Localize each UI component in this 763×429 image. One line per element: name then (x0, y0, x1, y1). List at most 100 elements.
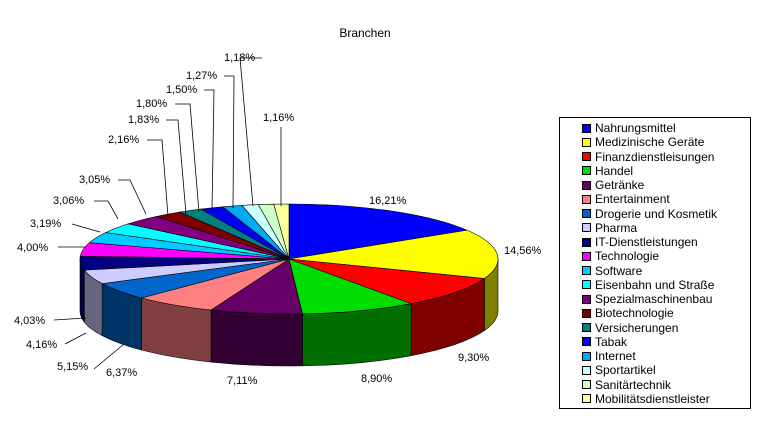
legend-swatch (582, 137, 591, 147)
legend-label: Internet (595, 349, 636, 364)
legend-label: Medizinische Geräte (595, 135, 705, 150)
legend-item: Software (582, 264, 750, 278)
legend-swatch (582, 194, 591, 204)
leader-line-16 (204, 89, 215, 211)
legend-swatch (582, 280, 591, 290)
legend-item: Internet (582, 349, 750, 363)
legend-label: Entertainment (595, 192, 670, 207)
legend-item: Nahrungsmittel (582, 121, 750, 135)
legend-label: Finanzdienstleisungen (595, 149, 715, 164)
legend-swatch (582, 380, 591, 390)
legend-label: Tabak (595, 334, 628, 349)
pie-slice-3 (288, 258, 413, 315)
legend-swatch (582, 237, 591, 247)
legend-swatch (582, 294, 591, 304)
legend-swatch (582, 266, 591, 276)
legend-swatch (582, 323, 591, 333)
slice-value-label-12: 3,05% (79, 174, 110, 186)
leader-line-14 (166, 119, 187, 215)
legend-item: Spezialmaschinenbau (582, 292, 750, 306)
legend-label: Software (595, 263, 643, 278)
pie-slice-2 (288, 258, 486, 304)
legend-item: Pharma (582, 221, 750, 235)
slice-value-label-4: 7,11% (227, 375, 258, 387)
legend-item: Getränke (582, 178, 750, 192)
legend-item: Versicherungen (582, 321, 750, 335)
slice-value-label-15: 1,80% (136, 98, 167, 110)
chart-title: Branchen (339, 26, 391, 40)
legend-swatch (582, 308, 591, 318)
leader-line-6 (93, 343, 125, 370)
legend-label: Eisenbahn und Straße (595, 277, 715, 292)
legend-swatch (582, 337, 591, 347)
legend-label: Biotechnologie (595, 306, 674, 321)
slice-value-label-17: 1,27% (186, 70, 217, 82)
slice-value-label-9: 4,00% (17, 242, 48, 254)
legend-label: Spezialmaschinenbau (595, 292, 713, 307)
legend-label: Handel (595, 163, 634, 178)
leader-line-7 (64, 332, 87, 345)
legend-item: Entertainment (582, 192, 750, 206)
slice-value-label-5: 6,37% (106, 367, 137, 379)
leader-line-8 (53, 317, 87, 321)
legend-item: IT-Dienstleistungen (582, 235, 750, 249)
legend-item: Technologie (582, 249, 750, 263)
slice-value-label-1: 14,56% (504, 245, 542, 257)
legend-item: Tabak (582, 335, 750, 349)
leader-line-13 (147, 139, 169, 217)
slice-value-label-0: 16,21% (369, 195, 407, 207)
legend-item: Sanitärtechnik (582, 378, 750, 392)
pie-slice-1 (288, 229, 499, 279)
legend-swatch (582, 251, 591, 261)
pie-slice-0 (288, 203, 469, 260)
leader-line-11 (94, 200, 119, 220)
slice-value-label-14: 1,83% (128, 114, 159, 126)
legend-swatch (582, 180, 591, 190)
chart-legend: Nahrungsmittel Medizinische Geräte Finanzd… (559, 117, 751, 409)
legend-swatch (582, 365, 591, 375)
legend-label: Pharma (595, 220, 638, 235)
legend-swatch (582, 152, 591, 162)
slice-value-label-2: 9,30% (458, 352, 489, 364)
legend-swatch (582, 223, 591, 233)
leader-line-10 (71, 223, 101, 233)
slice-value-label-11: 3,06% (53, 195, 84, 207)
legend-label: Getränke (595, 178, 645, 193)
slice-value-label-19: 1,16% (263, 112, 294, 124)
legend-swatch (582, 351, 591, 361)
slice-value-label-6: 5,15% (57, 361, 88, 373)
legend-label: Sanitärtechnik (595, 377, 672, 392)
slice-value-label-8: 4,03% (14, 315, 45, 327)
legend-item: Handel (582, 164, 750, 178)
legend-swatch (582, 394, 591, 404)
slice-value-label-18: 1,18% (224, 52, 255, 64)
legend-label: Mobilitätsdienstleister (595, 391, 710, 406)
legend-item: Finanzdienstleisungen (582, 150, 750, 164)
legend-item: Mobilitätsdienstleister (582, 392, 750, 406)
legend-label: Sportartikel (595, 363, 656, 378)
legend-item: Biotechnologie (582, 306, 750, 320)
legend-item: Sportartikel (582, 363, 750, 377)
legend-label: Versicherungen (595, 320, 679, 335)
slice-value-label-3: 8,90% (361, 373, 392, 385)
slice-value-label-7: 4,16% (26, 339, 57, 351)
legend-label: Technologie (595, 249, 660, 264)
slice-value-label-13: 2,16% (108, 134, 139, 146)
legend-swatch (582, 166, 591, 176)
slice-value-label-16: 1,50% (166, 84, 197, 96)
legend-label: Nahrungsmittel (595, 121, 676, 136)
leader-line-17 (224, 75, 235, 209)
leader-line-18 (239, 57, 262, 207)
legend-item: Drogerie und Kosmetik (582, 207, 750, 221)
legend-item: Medizinische Geräte (582, 135, 750, 149)
leader-line-15 (175, 103, 200, 213)
leader-line-12 (118, 179, 147, 215)
legend-swatch (582, 209, 591, 219)
pie-side-4 (210, 309, 303, 367)
legend-item: Eisenbahn und Straße (582, 278, 750, 292)
slice-value-label-10: 3,19% (30, 218, 61, 230)
legend-swatch (582, 123, 591, 133)
legend-label: Drogerie und Kosmetik (595, 206, 718, 221)
legend-label: IT-Dienstleistungen (595, 235, 698, 250)
